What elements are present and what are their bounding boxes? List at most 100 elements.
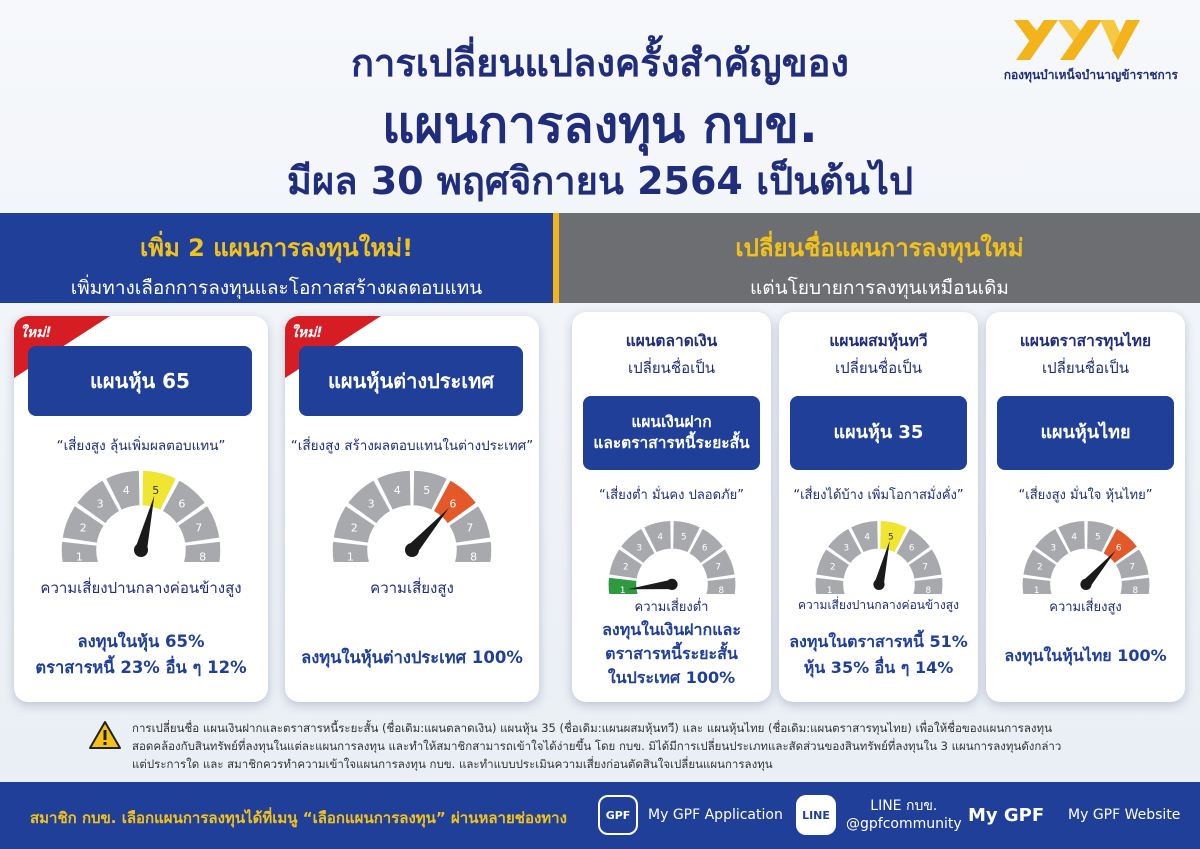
gauge-hub — [405, 543, 419, 557]
risk-level-label: ความเสี่ยงต่ำ — [634, 600, 709, 615]
plan-card-stock-65: ใหม่! แผนหุ้น 65 “เสี่ยงสูง ลุ้นเพิ่มผลต… — [14, 316, 268, 702]
gauge-segment-2 — [332, 504, 377, 545]
plan-card-foreign-stock: ใหม่! แผนหุ้นต่างประเทศ “เสี่ยงสูง สร้าง… — [285, 316, 539, 702]
gauge-label-1: 1 — [347, 551, 354, 562]
new-plans-banner: เพิ่ม 2 แผนการลงทุนใหม่! เพิ่มทางเลือกกา… — [0, 213, 553, 303]
line-icon: LINE — [796, 795, 836, 835]
gauge-segment-4 — [375, 469, 412, 512]
gauge-label-5: 5 — [152, 484, 159, 497]
gauge-segment-3 — [75, 478, 122, 526]
footer-instruction: สมาชิก กบข. เลือกแผนการลงทุนได้ที่เมนู “… — [30, 809, 567, 827]
allocation-line-1: ลงทุนในตราสารหนี้ 51% — [789, 632, 968, 651]
gauge-label-3: 3 — [1050, 543, 1056, 553]
gauge-label-2: 2 — [80, 522, 87, 535]
plan-name-box: แผนเงินฝาก และตราสารหนี้ระยะสั้น — [583, 396, 760, 470]
gauge-needle — [135, 495, 155, 552]
risk-level-label: ความเสี่ยงสูง — [370, 579, 454, 597]
gauge-label-5: 5 — [888, 532, 894, 542]
gauge-label-2: 2 — [830, 563, 836, 573]
plan-quote: “เสี่ยงสูง ลุ้นเพิ่มผลตอบแทน” — [56, 438, 226, 454]
gauge-label-3: 3 — [636, 543, 642, 553]
gauge-label-8: 8 — [926, 586, 932, 594]
gauge-label-1: 1 — [620, 586, 626, 594]
gauge-segment-3 — [619, 527, 657, 565]
gauge-segment-6 — [160, 478, 207, 526]
gauge-needle — [874, 540, 890, 586]
gauge-label-6: 6 — [702, 543, 708, 553]
gauge-label-5: 5 — [1095, 532, 1101, 542]
gauge-label-2: 2 — [1037, 563, 1043, 573]
gauge-segment-1 — [331, 540, 371, 562]
risk-level-label: ความเสี่ยงปานกลางค่อนข้างสูง — [40, 579, 242, 597]
gauge-segment-1 — [1021, 576, 1053, 594]
allocation-line-1: ลงทุนในหุ้นไทย 100% — [1004, 646, 1167, 665]
line-gpf-link[interactable]: LINE LINE กบข. @gpfcommunity — [796, 792, 962, 838]
old-plan-name: แผนผสมหุ้นทวี — [829, 332, 928, 350]
app-label: My GPF Application — [648, 806, 783, 823]
note-line-3: แต่ประการใด และ สมาชิกควรทำความเข้าใจแผน… — [132, 756, 773, 771]
gauge-segment-2 — [1022, 547, 1058, 580]
rename-label: เปลี่ยนชื่อเป็น — [628, 359, 715, 377]
gauge-label-3: 3 — [843, 543, 849, 553]
risk-level-label: ความเสี่ยงสูง — [1049, 600, 1122, 615]
note-line-1: การเปลี่ยนชื่อ แผนเงินฝากและตราสารหนี้ระ… — [132, 721, 1052, 735]
gauge-segment-4 — [1056, 519, 1086, 554]
new-plan-name-line-1: แผนหุ้นไทย — [1040, 421, 1131, 443]
gauge-label-2: 2 — [623, 563, 629, 573]
gauge-segment-8 — [453, 540, 493, 562]
gauge-segment-3 — [1033, 527, 1071, 565]
gpf-app-icon: GPF — [598, 795, 638, 835]
old-plan-name: แผนตราสารทุนไทย — [1019, 332, 1152, 350]
gauge-label-1: 1 — [827, 586, 833, 594]
gauge-segment-4 — [642, 519, 672, 554]
title-line-1: การเปลี่ยนแปลงครั้งสำคัญของ — [351, 41, 849, 85]
gauge-label-5: 5 — [681, 532, 687, 542]
my-gpf-website-link[interactable]: My GPF My GPF Website — [968, 792, 1180, 838]
gauge-label-7: 7 — [922, 563, 928, 573]
gauge-hub — [134, 543, 148, 557]
header: การเปลี่ยนแปลงครั้งสำคัญของ แผนการลงทุน … — [0, 0, 1200, 212]
gpf-logo: กองทุนบำเหน็จบำนาญข้าราชการ — [1004, 16, 1178, 86]
gauge-label-3: 3 — [368, 497, 375, 510]
gauge-segment-7 — [447, 504, 492, 545]
gauge-label-3: 3 — [97, 497, 104, 510]
gauge-segment-7 — [700, 547, 736, 580]
gauge-segment-8 — [182, 540, 222, 562]
plan-card-thai-stock: แผนตราสารทุนไทย เปลี่ยนชื่อเป็น แผนหุ้นไ… — [986, 312, 1185, 702]
gauge-needle — [627, 579, 673, 590]
my-gpf-application-link[interactable]: GPF My GPF Application — [598, 792, 783, 838]
allocation-line-2: ตราสารหนี้ 23% อื่น ๆ 12% — [35, 658, 247, 677]
allocation-line-3: ในประเทศ 100% — [607, 668, 736, 687]
gauge-hub — [666, 578, 678, 590]
gauge-segment-8 — [912, 576, 944, 594]
gauge-segment-6 — [687, 527, 725, 565]
web-label: My GPF Website — [1068, 806, 1181, 823]
allocation-line-1: ลงทุนในหุ้นต่างประเทศ 100% — [301, 648, 523, 667]
new-plans-banner-subtitle: เพิ่มทางเลือกการลงทุนและโอกาสสร้างผลตอบแ… — [70, 277, 483, 299]
gauge-segment-3 — [826, 527, 864, 565]
line-label: LINE กบข. @gpfcommunity — [846, 797, 962, 833]
warning-icon — [89, 721, 121, 749]
gauge-needle — [1082, 550, 1116, 588]
allocation-line-1: ลงทุนในหุ้น 65% — [77, 632, 205, 651]
gauge-segment-5 — [141, 469, 178, 512]
banner-divider — [553, 213, 559, 303]
plan-quote: “เสี่ยงสูง สร้างผลตอบแทนในต่างประเทศ” — [290, 438, 534, 454]
logo-text: กองทุนบำเหน็จบำนาญข้าราชการ — [1003, 68, 1178, 82]
new-badge: ใหม่! — [291, 325, 323, 341]
new-plans-banner-title: เพิ่ม 2 แผนการลงทุนใหม่! — [139, 234, 414, 262]
title-line-2: แผนการลงทุน กบข. — [382, 96, 818, 154]
gauge-needle — [407, 507, 449, 554]
gauge-segment-8 — [1119, 576, 1151, 594]
gauge-label-6: 6 — [1116, 543, 1122, 553]
gauge-label-8: 8 — [199, 551, 206, 562]
gauge-label-8: 8 — [1133, 586, 1139, 594]
gauge-segment-5 — [879, 519, 909, 554]
renamed-plans-banner-title: เปลี่ยนชื่อแผนการลงทุนใหม่ — [735, 234, 1024, 262]
gauge-segment-4 — [104, 469, 141, 512]
